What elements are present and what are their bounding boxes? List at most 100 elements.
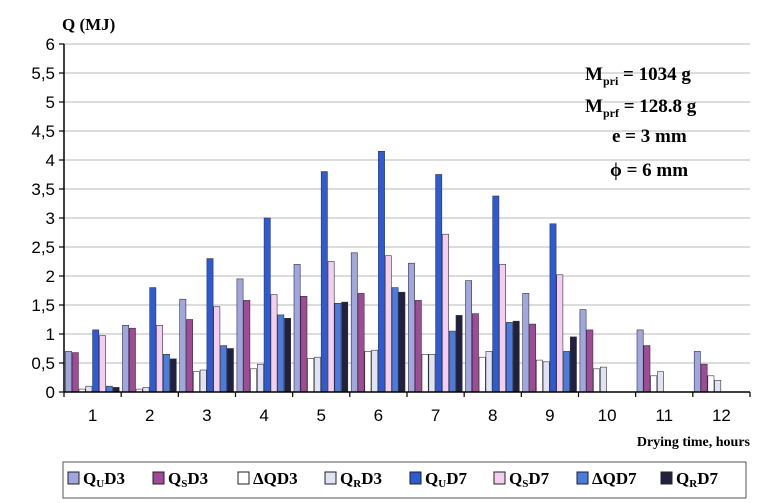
bar-QSD7-6 — [384, 255, 392, 393]
bar-QRD7-4 — [284, 317, 291, 393]
bar-ΔQD3-7 — [421, 353, 429, 393]
bar-ΔQD7-1 — [105, 385, 113, 393]
bar-QRD7-7 — [455, 315, 463, 393]
bar-QUD7-1 — [92, 329, 100, 393]
bar-QSD3-1 — [71, 352, 79, 393]
bar-QSD7-4 — [270, 294, 278, 393]
x-tick-label: 11 — [655, 406, 673, 425]
legend-label-ΔQD7: ΔQD7 — [592, 469, 637, 488]
bar-ΔQD7-4 — [277, 314, 285, 393]
bar-ΔQD7-9 — [563, 351, 570, 393]
y-tick-label: 3,5 — [31, 180, 55, 199]
bar-QSD7-8 — [499, 264, 506, 393]
bar-QRD3-3 — [199, 369, 207, 393]
legend-swatch-ΔQD3 — [237, 471, 250, 485]
bar-QRD3-7 — [428, 353, 436, 393]
legend-swatch-QUD3 — [67, 471, 80, 485]
bar-QRD7-6 — [398, 291, 406, 393]
bar-QSD3-5 — [300, 295, 308, 393]
x-tick-labels: 1 2 3 4 5 6 7 8 9 10 11 12 — [88, 406, 731, 425]
bar-QUD3-4 — [236, 278, 244, 393]
bar-QUD7-4 — [263, 217, 271, 393]
legend-swatch-QRD3 — [324, 471, 337, 485]
bar-ΔQD3-3 — [193, 371, 200, 393]
bar-QSD3-2 — [129, 327, 136, 393]
bar-ΔQD3-8 — [478, 356, 486, 393]
bar-ΔQD3-4 — [250, 368, 257, 393]
bar-ΔQD7-7 — [448, 330, 456, 393]
bar-QRD3-11 — [657, 371, 664, 393]
annotation-box: Mpri = 1034 g Mprf = 128.8 g e = 3 mm ϕ = 6… — [585, 64, 697, 181]
bar-ΔQD3-11 — [650, 375, 658, 393]
bar-QUD3-10 — [579, 309, 587, 393]
legend-swatch-QSD3 — [152, 471, 165, 485]
x-tick-label: 3 — [202, 406, 211, 425]
legend-label-ΔQD3: ΔQD3 — [253, 469, 298, 488]
annotation-line: Mpri = 1034 g — [585, 64, 691, 88]
bar-QUD3-11 — [636, 329, 644, 393]
bar-QUD7-8 — [492, 195, 500, 393]
bar-QUD3-2 — [122, 324, 129, 393]
bar-QUD7-9 — [549, 223, 557, 393]
x-tick-label: 5 — [317, 406, 326, 425]
legend-label-QUD3: QUD3 — [83, 469, 125, 490]
y-tick-label: 2 — [46, 267, 55, 286]
annotation-line: Mprf = 128.8 g — [585, 96, 697, 120]
y-tick-label: 1 — [46, 325, 55, 344]
bar-QRD7-3 — [227, 348, 234, 393]
bar-QRD3-5 — [314, 356, 321, 393]
legend-label-QRD3: QRD3 — [340, 469, 382, 490]
bar-QRD3-1 — [85, 385, 93, 393]
legend-swatch-ΔQD7 — [576, 471, 589, 485]
y-tick-label: 6 — [46, 35, 55, 54]
bar-QSD7-7 — [442, 233, 449, 393]
y-axis-title: Q (MJ) — [62, 15, 115, 34]
bar-QUD7-7 — [435, 174, 443, 393]
bar-QRD7-5 — [341, 301, 349, 393]
y-tick-labels: 0 0,5 1 1,5 2 2,5 3 3,5 4 4,5 5 5,5 6 — [31, 35, 55, 402]
bar-QRD7-8 — [512, 320, 520, 393]
x-axis-title: Drying time, hours — [637, 435, 751, 450]
bar-ΔQD3-10 — [593, 368, 600, 393]
y-tick-label: 0,5 — [31, 354, 55, 373]
bar-QUD3-6 — [350, 252, 358, 393]
annotation-line: ϕ = 6 mm — [610, 160, 688, 181]
bar-QRD3-8 — [485, 351, 493, 393]
bar-QUD7-6 — [378, 151, 385, 393]
annotation-line: e = 3 mm — [612, 126, 687, 147]
y-tick-label: 4 — [46, 151, 55, 170]
bar-ΔQD7-3 — [220, 345, 227, 393]
bar-ΔQD7-2 — [163, 353, 170, 393]
x-tick-label: 9 — [545, 406, 554, 425]
bar-QUD7-2 — [149, 287, 157, 393]
grid — [64, 43, 750, 364]
bar-QUD3-5 — [293, 264, 301, 393]
legend-label-QRD7: QRD7 — [676, 469, 718, 490]
bar-QRD3-9 — [542, 361, 550, 393]
bar-ΔQD7-5 — [334, 302, 342, 393]
bar-QSD3-4 — [243, 300, 251, 393]
legend-label-QUD7: QUD7 — [425, 469, 467, 490]
bar-QSD7-1 — [99, 335, 106, 393]
bar-ΔQD7-6 — [391, 287, 399, 393]
bar-QSD7-5 — [327, 261, 335, 393]
bars — [65, 151, 722, 393]
bar-QUD7-5 — [320, 171, 328, 393]
y-tick-label: 1,5 — [31, 296, 55, 315]
bar-QSD7-3 — [213, 306, 221, 393]
legend-label-QSD7: QSD7 — [509, 469, 550, 490]
bar-ΔQD3-6 — [364, 351, 372, 393]
bar-QSD3-3 — [186, 319, 193, 393]
bar-QRD3-10 — [599, 366, 607, 393]
x-tick-label: 1 — [88, 406, 97, 425]
bar-QSD3-11 — [643, 345, 651, 393]
bar-QUD3-8 — [465, 280, 472, 393]
bar-QSD3-9 — [529, 323, 536, 393]
bar-QSD3-8 — [471, 313, 479, 393]
bar-QSD3-10 — [586, 329, 594, 393]
legend-swatch-QRD7 — [660, 471, 673, 485]
bar-QUD3-7 — [408, 262, 415, 393]
bar-QSD7-9 — [556, 274, 564, 393]
y-tick-label: 0 — [46, 383, 55, 402]
